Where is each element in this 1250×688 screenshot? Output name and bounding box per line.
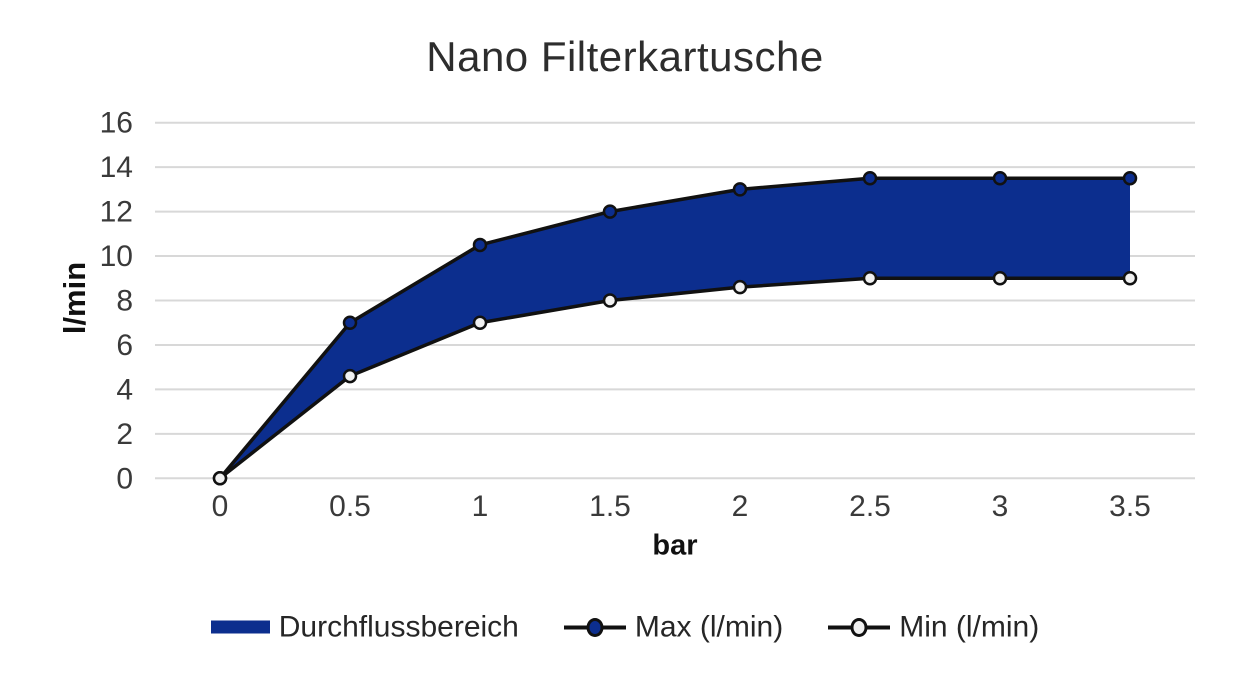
x-tick-label: 2 <box>732 490 749 523</box>
y-tick-label: 14 <box>100 151 133 184</box>
x-tick-label: 0 <box>212 490 229 523</box>
chart-title: Nano Filterkartusche <box>426 33 824 80</box>
x-tick-label: 3 <box>992 490 1009 523</box>
y-tick-label: 0 <box>116 462 133 495</box>
y-tick-label: 8 <box>116 285 133 318</box>
max-marker <box>1122 171 1138 186</box>
min-line-marker-icon <box>828 617 890 637</box>
legend: Durchflussbereich Max (l/min) Min (l/min… <box>0 611 1250 644</box>
x-tick-label: 3.5 <box>1109 490 1151 523</box>
max-dot-icon <box>586 617 604 637</box>
legend-item-durchflussbereich: Durchflussbereich <box>210 610 519 644</box>
legend-label-min: Min (l/min) <box>899 610 1040 644</box>
min-marker <box>212 471 228 486</box>
max-line <box>218 176 1130 480</box>
y-tick-label: 10 <box>100 240 133 273</box>
min-dot-icon <box>850 617 868 637</box>
min-marker <box>1122 271 1138 286</box>
min-marker <box>602 293 618 308</box>
max-marker <box>342 315 358 330</box>
legend-item-max: Max (l/min) <box>564 611 783 644</box>
min-marker <box>472 315 488 330</box>
x-axis-label: bar <box>652 529 698 562</box>
min-marker <box>992 271 1008 286</box>
legend-label-max: Max (l/min) <box>634 610 784 644</box>
x-tick-label: 2.5 <box>849 490 891 523</box>
x-tick-label: 1 <box>472 490 489 523</box>
y-tick-label: 2 <box>116 418 133 451</box>
legend-item-min: Min (l/min) <box>828 611 1039 644</box>
x-tick-label: 0.5 <box>329 490 371 523</box>
min-marker <box>732 279 748 295</box>
max-marker <box>472 237 488 253</box>
min-marker <box>342 368 358 384</box>
y-tick-label: 16 <box>100 107 133 140</box>
y-tick-label: 4 <box>116 373 133 406</box>
max-marker <box>992 171 1008 186</box>
area-swatch-icon <box>210 620 270 634</box>
max-marker <box>732 182 748 197</box>
legend-label-durchflussbereich: Durchflussbereich <box>278 610 519 644</box>
flow-range-area <box>220 178 1130 479</box>
y-axis-label: l/min <box>57 261 92 335</box>
max-marker <box>862 171 878 186</box>
y-tick-label: 12 <box>100 196 133 229</box>
min-marker <box>862 271 878 286</box>
y-tick-label: 6 <box>116 329 133 362</box>
x-tick-label: 1.5 <box>589 490 631 523</box>
max-line-marker-icon <box>564 617 626 637</box>
min-line <box>218 276 1130 480</box>
max-marker <box>602 204 618 219</box>
